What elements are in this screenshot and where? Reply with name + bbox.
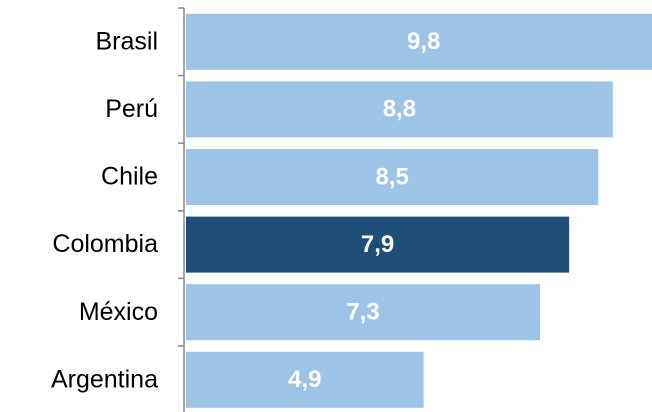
bar [186,149,599,205]
bar [186,13,652,70]
y-tick-label: Perú [105,95,158,123]
value-label: 4,9 [288,366,321,393]
bar [186,81,613,138]
bar [186,284,541,341]
y-tick-label: Colombia [52,230,158,258]
y-tick-label: Brasil [95,27,158,55]
y-tick-label: México [79,298,158,326]
value-label: 7,3 [346,299,379,326]
value-label: 8,5 [375,163,408,190]
bar [186,351,424,408]
y-tick-label: Chile [101,163,158,191]
value-label: 7,9 [361,231,394,258]
value-label: 9,8 [407,28,440,55]
bar [186,216,570,273]
y-tick-label: Argentina [51,365,158,393]
value-label: 8,8 [383,96,416,123]
